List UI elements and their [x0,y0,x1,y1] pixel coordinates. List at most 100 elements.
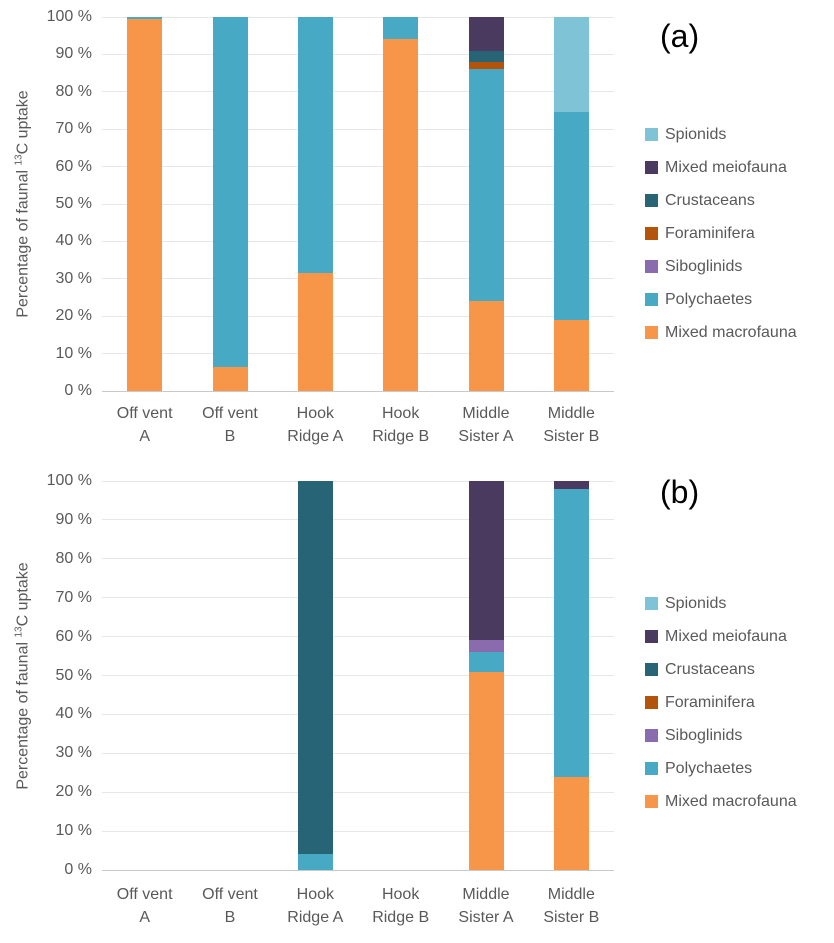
bar-segment-mixed-macrofauna [553,319,589,391]
bar-segment-mixed-macrofauna [297,273,333,391]
isotope-superscript: 13 [13,154,25,166]
legend-swatch [645,597,658,610]
bar-segment-crustaceans [297,481,333,855]
legend-swatch [645,194,658,207]
legend-label: Mixed macrofauna [665,324,797,341]
legend-swatch [645,762,658,775]
x-category-label: Off vent A [116,405,173,445]
gridline [102,128,614,130]
legend-label: Mixed meiofauna [665,628,787,645]
legend-label: Crustaceans [665,192,755,209]
legend-label: Spionids [665,595,727,612]
legend-item: Spionids [645,594,830,614]
x-category-label: Off vent B [202,886,258,926]
y-tick-label: 0 % [64,861,92,878]
x-category-label: Off vent A [116,886,173,926]
y-tick-label: 80 % [55,82,92,100]
legend-swatch [645,729,658,742]
x-category-label: Middle Sister B [543,405,600,445]
bar-segment-mixed-macrofauna [383,39,419,391]
legend-item: Polychaetes [645,290,830,310]
gridline [102,519,614,521]
gridline [102,713,614,715]
gridline [102,91,614,93]
bar-segment-mixed-macrofauna [127,18,163,391]
legend-item: Mixed macrofauna [645,792,830,812]
legend-swatch [645,227,658,240]
legend-label: Mixed meiofauna [665,159,787,176]
legend-label: Mixed macrofauna [665,793,797,810]
bar-segment-polychaetes [127,17,163,19]
gridline [102,636,614,638]
legend-item: Foraminifera [645,224,830,244]
y-tick-label: 0 % [64,382,92,399]
panel-label-a: (a) [660,18,700,54]
legend-item: Mixed meiofauna [645,158,830,178]
gridline [102,353,614,355]
gridline [102,53,614,55]
gridline [102,480,614,482]
legend-swatch [645,795,658,808]
gridline [102,315,614,317]
bar-segment-polychaetes [553,112,589,320]
y-tick-label: 90 % [55,45,92,63]
bar-segment-mixed-macrofauna [468,301,504,391]
x-category-label: Hook Ridge B [372,405,430,445]
y-tick-label: 10 % [55,344,92,362]
legend-item: Siboglinids [645,726,830,746]
x-category-label: Hook Ridge B [372,886,430,926]
legend-item: Siboglinids [645,257,830,277]
gridline [102,675,614,676]
gridline [102,203,614,205]
gridline [102,558,614,560]
bar-segment-mixed-macrofauna [468,671,504,870]
bar-segment-foraminifera [468,61,504,70]
y-tick-label: 10 % [55,822,92,840]
bar-segment-mixed-macrofauna [212,366,248,391]
gridline [102,166,614,168]
legend-swatch [645,128,658,141]
y-tick-label: 30 % [55,744,92,762]
bar-segment-polychaetes [383,17,419,40]
legend-swatch [645,260,658,273]
legend-swatch [645,630,658,643]
bar-segment-polychaetes [468,69,504,302]
legend-item: Mixed meiofauna [645,627,830,647]
y-tick-label: 40 % [55,232,92,250]
bar-segment-polychaetes [212,17,248,367]
y-tick-label: 20 % [55,307,92,325]
legend-swatch [645,161,658,174]
bar-segment-mixed-meiofauna [468,17,504,51]
x-category-label: Middle Sister A [458,886,514,926]
legend-item: Polychaetes [645,759,830,779]
x-category-label: Off vent B [202,405,258,445]
legend-label: Polychaetes [665,291,753,308]
y-tick-label: 60 % [55,627,92,645]
bar-segment-mixed-meiofauna [468,481,504,641]
legend-label: Foraminifera [665,694,755,711]
x-category-label: Hook Ridge A [287,886,344,926]
bar-segment-mixed-meiofauna [553,481,589,489]
gridline [102,390,614,392]
bar-segment-polychaetes [297,854,333,870]
y-tick-label: 30 % [55,269,92,287]
legend-label: Crustaceans [665,661,755,678]
gridline [102,830,614,832]
y-tick-label: 60 % [55,157,92,175]
y-tick-label: 90 % [55,510,92,528]
y-tick-label: 40 % [55,705,92,723]
bar-segment-mixed-macrofauna [553,776,589,870]
bar-segment-polychaetes [553,488,589,777]
panel-label-b: (b) [660,474,700,510]
gridline [102,278,614,280]
legend-label: Polychaetes [665,760,753,777]
legend-item: Foraminifera [645,693,830,713]
y-tick-label: 70 % [55,588,92,606]
legend-label: Siboglinids [665,727,743,744]
y-tick-label: 20 % [55,783,92,801]
gridline [102,752,614,754]
legend-label: Foraminifera [665,225,755,242]
legend-label: Siboglinids [665,258,743,275]
y-tick-label: 100 % [46,8,92,25]
